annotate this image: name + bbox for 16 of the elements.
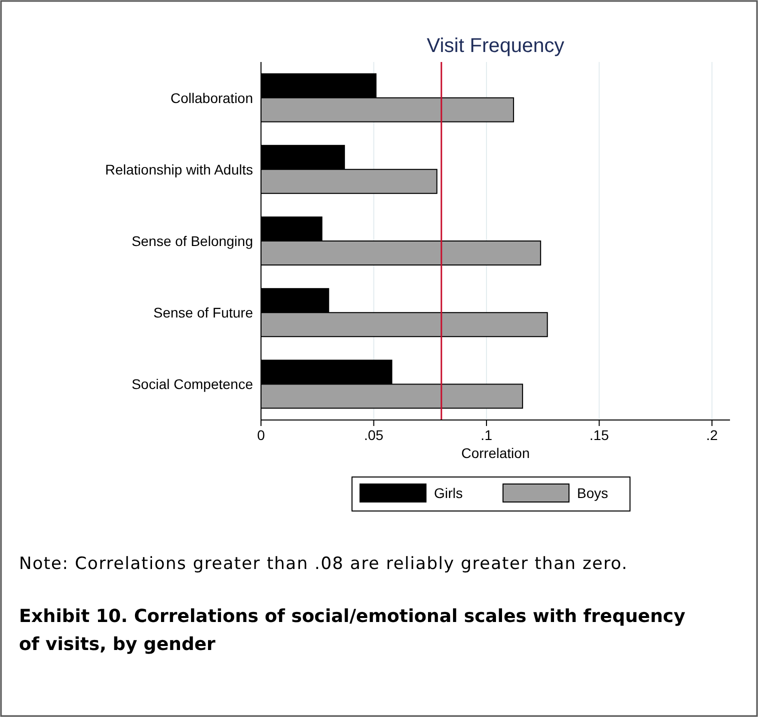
x-tick-label: .05	[364, 427, 384, 443]
x-tick-label: .2	[706, 427, 718, 443]
y-tick-label: Relationship with Adults	[105, 161, 253, 178]
x-tick-label: 0	[257, 427, 266, 443]
chart-title: Visit Frequency	[426, 35, 564, 57]
y-tick-label: Collaboration	[170, 90, 253, 106]
y-tick-label: Sense of Future	[153, 304, 254, 321]
x-tick-label: .15	[589, 427, 610, 443]
text: Note: Correlations greater than .08 are reliably greater than zero.	[19, 554, 627, 574]
y-tick-label: Sense of Belonging	[132, 233, 253, 249]
text: Exhibit 10. Correlations of social/emotional scales with frequency of visits, by gender	[19, 606, 686, 655]
legend-label: Girls	[434, 485, 463, 501]
x-axis-title: Correlation	[461, 445, 530, 461]
y-tick-label: Social Competence	[132, 376, 254, 392]
legend-label: Boys	[577, 485, 608, 501]
x-tick-label: .1	[480, 427, 493, 443]
